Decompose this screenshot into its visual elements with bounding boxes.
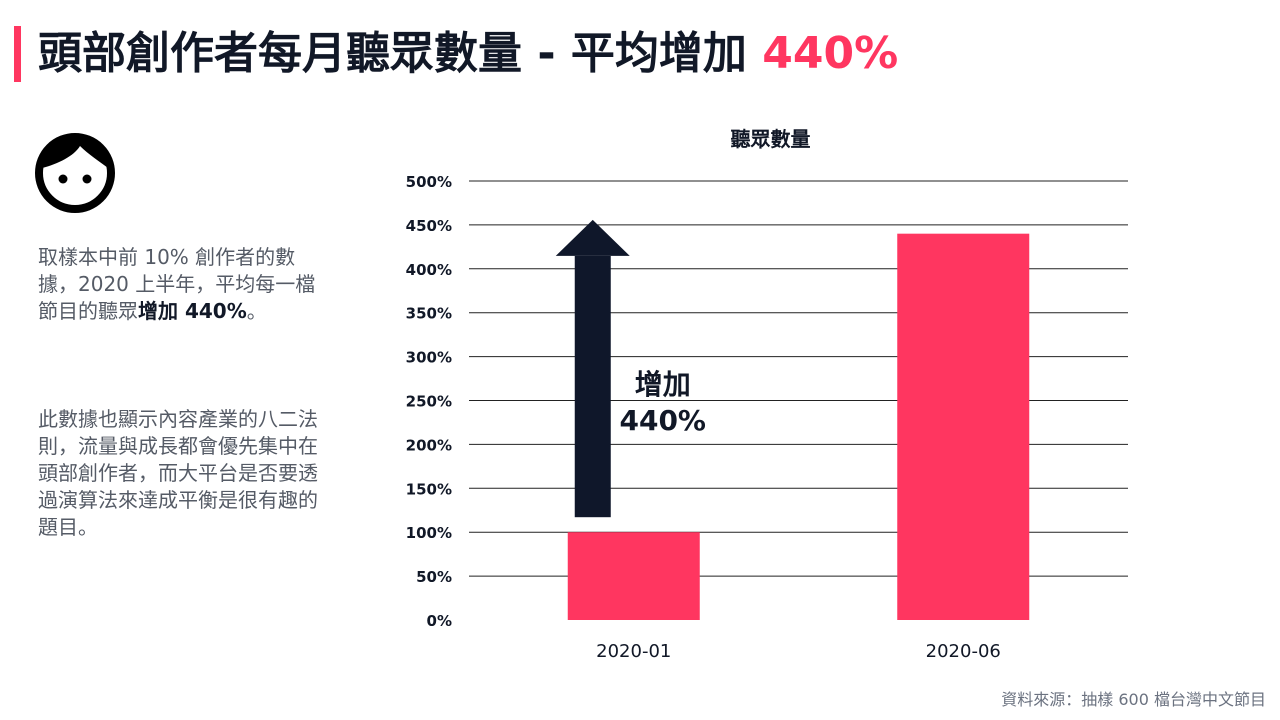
title-highlight: 440%: [762, 28, 899, 79]
summary-text: 取樣本中前 10% 創作者的數據，2020 上半年，平均每一檔節目的聽眾: [38, 245, 316, 323]
y-tick-label: 450%: [406, 217, 452, 235]
title-accent-bar: [14, 26, 21, 82]
x-tick-label: 2020-01: [596, 641, 671, 662]
y-tick-label: 200%: [406, 436, 452, 454]
page-title: 頭部創作者每月聽眾數量 - 平均增加 440%: [38, 24, 898, 84]
bar: [567, 532, 700, 620]
summary-highlight: 增加 440%: [138, 299, 247, 323]
y-tick-label: 50%: [416, 568, 452, 586]
arrow-head: [555, 219, 630, 256]
annotation-label: 增加: [635, 368, 691, 401]
y-tick-label: 250%: [406, 393, 452, 411]
arrow-shaft: [574, 255, 611, 518]
y-tick-label: 350%: [406, 305, 452, 323]
y-tick-label: 0%: [427, 612, 452, 630]
y-tick-label: 500%: [406, 173, 452, 191]
y-tick-label: 100%: [406, 524, 452, 542]
source-note: 資料來源：抽樣 600 檔台灣中文節目: [1001, 690, 1266, 709]
person-face-icon: [35, 133, 115, 213]
bar: [897, 233, 1030, 620]
summary-paragraph: 取樣本中前 10% 創作者的數據，2020 上半年，平均每一檔節目的聽眾增加 4…: [38, 244, 318, 325]
chart-title: 聽眾數量: [731, 127, 811, 151]
y-tick-label: 400%: [406, 261, 452, 279]
bar-chart: 聽眾數量 0% 50% 100% 150% 200% 250% 300% 350% 400% 450…: [406, 127, 1128, 662]
insight-paragraph: 此數據也顯示內容產業的八二法則，流量與成長都會優先集中在頭部創作者，而大平台是否…: [38, 407, 318, 539]
annotation-value: 440%: [619, 404, 706, 437]
y-tick-label: 150%: [406, 480, 452, 498]
summary-end: 。: [246, 299, 267, 323]
x-tick-label: 2020-06: [926, 641, 1001, 662]
y-tick-label: 300%: [406, 349, 452, 367]
title-text: 頭部創作者每月聽眾數量 - 平均增加: [38, 28, 747, 79]
